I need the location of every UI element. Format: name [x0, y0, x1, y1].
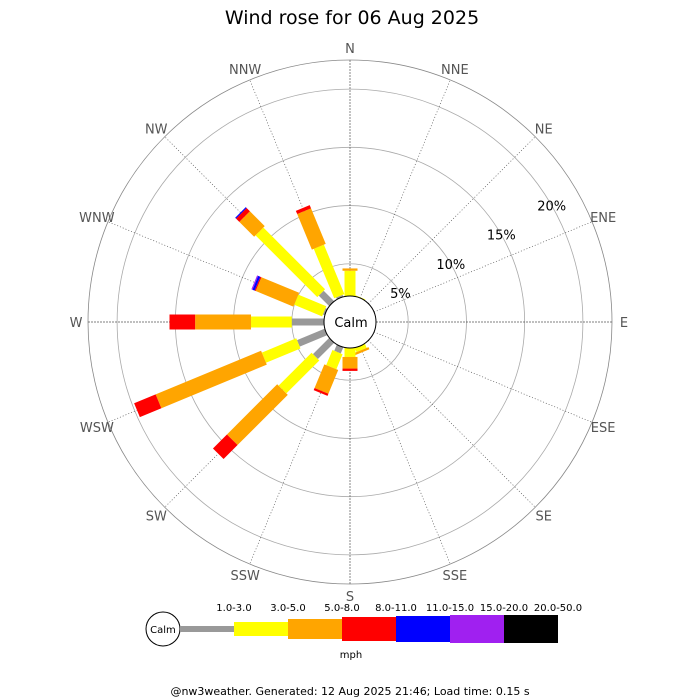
direction-label-w: W [70, 316, 83, 331]
legend-swatch-11.0-15.0 [396, 616, 450, 642]
legend-calm-label: Calm [150, 625, 176, 636]
bar-sw [212, 335, 337, 460]
bar-segment-w-5.0-8.0 [195, 314, 252, 330]
bar-segment-nw-8.0-11.0 [236, 208, 250, 222]
bar-segment-wnw-3.0-5.0 [294, 294, 327, 317]
grid-ring-4 [116, 88, 584, 556]
bar-wnw [251, 275, 330, 317]
calm-label: Calm [334, 316, 367, 331]
footer-text: @nw3weather. Generated: 12 Aug 2025 21:4… [170, 685, 529, 698]
bar-segment-sw-3.0-5.0 [278, 352, 320, 394]
direction-label-sw: SW [146, 510, 167, 525]
bar-segment-wsw-8.0-11.0 [134, 394, 162, 418]
legend-label-20.0-50.0: 20.0-50.0 [534, 603, 582, 614]
bar-segment-wnw-5.0-8.0 [255, 277, 300, 307]
legend-unit: mph [340, 650, 362, 661]
ring-labels: 5% 10% 15% 20% [390, 200, 566, 302]
direction-label-nnw: NNW [229, 63, 261, 78]
bar-segment-ssw-3.0-5.0 [326, 350, 343, 370]
bar-segment-wsw-1.0-3.0 [297, 327, 330, 347]
bar-segment-w-1.0-3.0 [291, 318, 327, 326]
bar-segment-nnw-5.0-8.0 [297, 208, 326, 250]
bar-segment-sw-5.0-8.0 [226, 384, 288, 446]
spoke-se [368, 340, 536, 508]
legend-label-3.0-5.0: 3.0-5.0 [270, 603, 305, 614]
bar-segment-ssw-8.0-11.0 [313, 387, 329, 396]
legend-label-8.0-11.0: 8.0-11.0 [375, 603, 417, 614]
legend-swatch-15.0-20.0 [450, 615, 504, 643]
direction-label-sse: SSE [442, 569, 467, 584]
legend-swatch-1.0-3.0 [180, 626, 234, 632]
bar-segment-n-3.0-5.0 [344, 270, 356, 299]
bar-segment-s-8.0-11.0 [342, 368, 358, 371]
legend-swatch-3.0-5.0 [234, 622, 288, 636]
ring-label-2: 10% [436, 258, 465, 273]
bar-segment-sw-1.0-3.0 [312, 335, 337, 360]
legend-swatch-8.0-11.0 [342, 617, 396, 641]
bar-segment-nw-5.0-8.0 [239, 211, 265, 237]
direction-labels: N NNE NE ENE E ESE SE SSE S SSW SW WSW W WNW NW NNW [70, 42, 629, 605]
wind-bars [134, 205, 376, 460]
direction-label-e: E [620, 316, 628, 331]
bar-segment-nw-11.0-15.0 [235, 207, 247, 219]
legend-label-15.0-20.0: 15.0-20.0 [480, 603, 528, 614]
bar-segment-sse-5.0-8.0 [354, 347, 370, 355]
legend-label-1.0-3.0: 1.0-3.0 [216, 603, 251, 614]
ring-label-4: 20% [537, 200, 566, 215]
bar-segment-w-3.0-5.0 [251, 316, 292, 328]
bar-wsw [134, 327, 330, 418]
direction-label-wnw: WNW [79, 211, 115, 226]
spoke-ene [373, 221, 593, 313]
spoke-ese [373, 331, 593, 423]
legend-label-5.0-8.0: 5.0-8.0 [324, 603, 359, 614]
bar-segment-ssw-5.0-8.0 [314, 364, 339, 394]
direction-label-n: N [345, 42, 355, 57]
bar-segment-s-3.0-5.0 [344, 345, 356, 357]
legend-label-11.0-15.0: 11.0-15.0 [426, 603, 474, 614]
bar-segment-nnw-3.0-5.0 [313, 244, 345, 299]
ring-label-1: 5% [390, 287, 411, 302]
bar-segment-wnw-8.0-11.0 [254, 276, 262, 292]
calm-circle: Calm [323, 295, 377, 349]
bar-segment-wnw-15.0-20.0 [251, 275, 259, 290]
direction-label-ese: ESE [591, 421, 616, 436]
bar-segment-nw-3.0-5.0 [255, 227, 326, 298]
direction-label-ne: NE [535, 122, 553, 137]
spoke-sse [359, 345, 451, 565]
bar-segment-w-8.0-11.0 [169, 314, 196, 330]
bar-segment-wsw-3.0-5.0 [261, 338, 301, 363]
ring-label-3: 15% [487, 229, 516, 244]
bar-segment-nnw-8.0-11.0 [295, 205, 312, 215]
legend-swatch-5.0-8.0 [288, 619, 342, 639]
bar-segment-wnw-11.0-15.0 [252, 275, 261, 291]
chart-title: Wind rose for 06 Aug 2025 [225, 7, 479, 29]
spoke-nne [359, 79, 451, 299]
bar-s [342, 345, 358, 371]
bar-segment-sw-8.0-11.0 [212, 434, 238, 460]
spoke-ne [368, 136, 536, 304]
bar-segment-wsw-5.0-8.0 [155, 350, 267, 409]
direction-label-wsw: WSW [80, 421, 114, 436]
direction-label-ene: ENE [590, 211, 616, 226]
direction-label-se: SE [536, 510, 552, 525]
direction-label-s: S [346, 590, 354, 605]
bar-w [169, 314, 327, 330]
bar-segment-n-5.0-8.0 [342, 268, 358, 271]
direction-label-nne: NNE [441, 63, 469, 78]
speed-legend: Calm 1.0-3.0 3.0-5.0 5.0-8.0 8.0-11.0 11.0-15… [145, 603, 582, 661]
direction-label-ssw: SSW [230, 569, 260, 584]
bar-segment-s-5.0-8.0 [342, 356, 358, 369]
bar-nw [235, 207, 337, 309]
bar-n [342, 268, 358, 299]
direction-label-nw: NW [145, 122, 168, 137]
legend-swatch-20.0-50.0 [504, 615, 558, 643]
bar-ssw [313, 342, 345, 396]
